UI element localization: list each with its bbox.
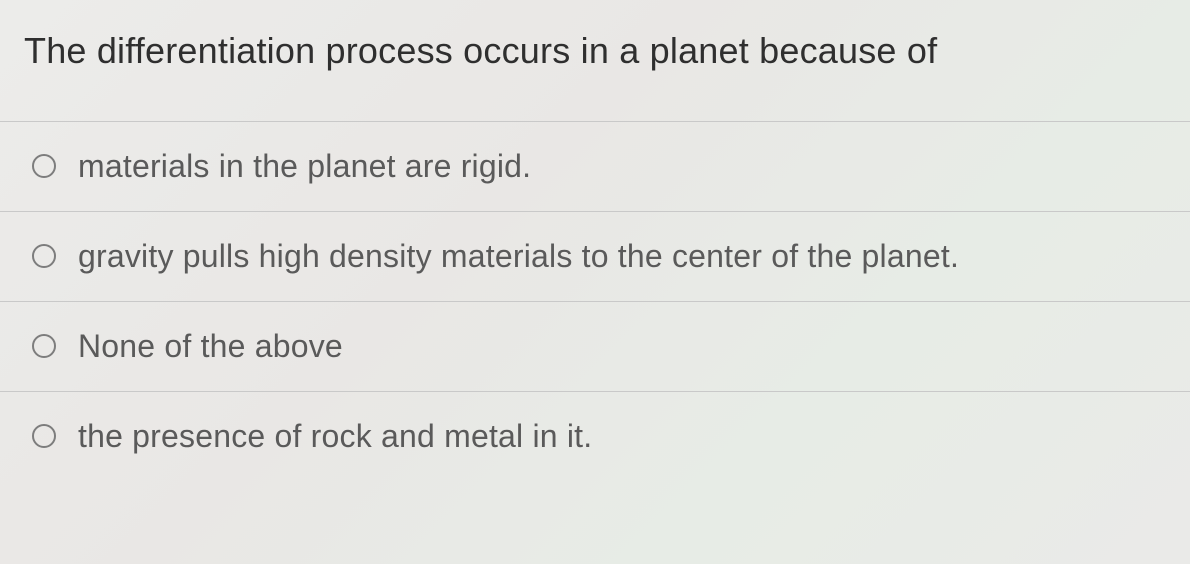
option-row[interactable]: gravity pulls high density materials to …	[0, 211, 1190, 301]
quiz-container: The differentiation process occurs in a …	[0, 0, 1190, 564]
radio-button[interactable]	[32, 424, 56, 448]
option-row[interactable]: the presence of rock and metal in it.	[0, 391, 1190, 481]
question-block: The differentiation process occurs in a …	[0, 0, 1190, 121]
option-label[interactable]: gravity pulls high density materials to …	[78, 238, 959, 275]
options-list: materials in the planet are rigid. gravi…	[0, 121, 1190, 481]
question-text: The differentiation process occurs in a …	[24, 28, 1166, 75]
radio-button[interactable]	[32, 244, 56, 268]
option-label[interactable]: the presence of rock and metal in it.	[78, 418, 592, 455]
radio-button[interactable]	[32, 154, 56, 178]
option-label[interactable]: materials in the planet are rigid.	[78, 148, 531, 185]
radio-button[interactable]	[32, 334, 56, 358]
option-label[interactable]: None of the above	[78, 328, 343, 365]
option-row[interactable]: materials in the planet are rigid.	[0, 121, 1190, 211]
option-row[interactable]: None of the above	[0, 301, 1190, 391]
